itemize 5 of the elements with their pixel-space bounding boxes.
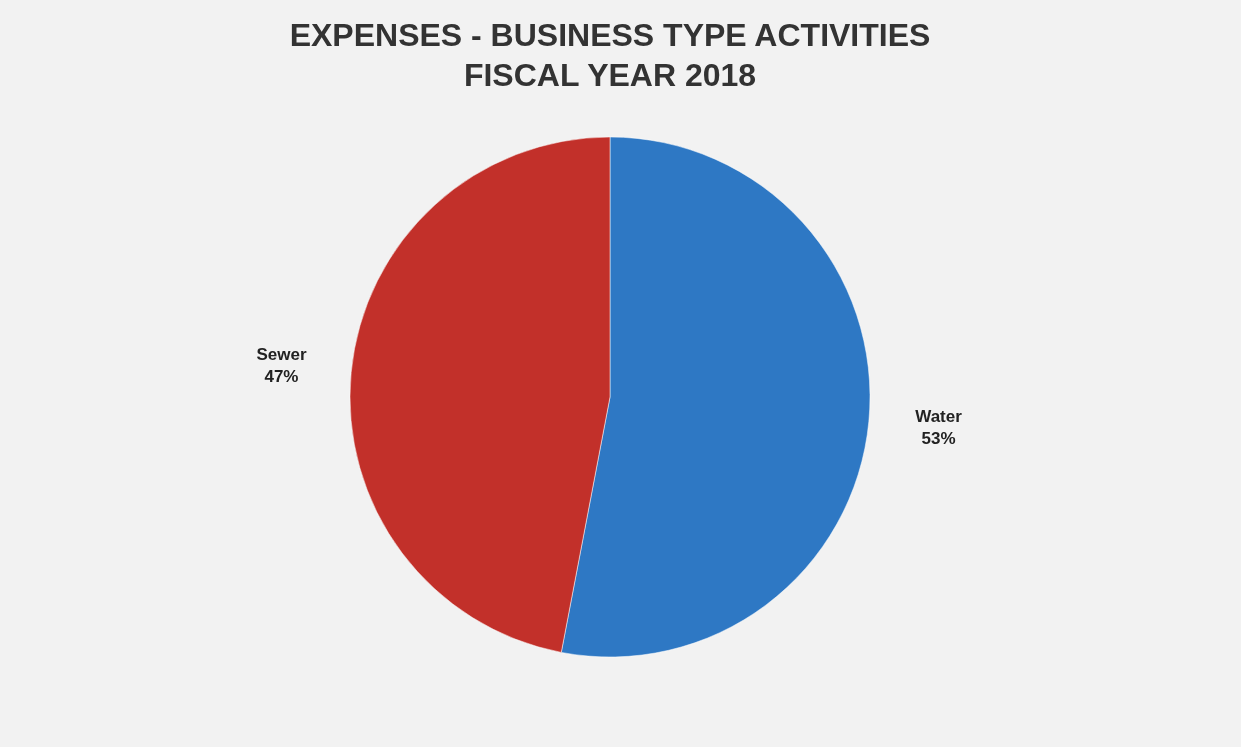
slice-label: Water [915, 407, 963, 427]
data-label: 53% [921, 429, 956, 449]
slice-label: Sewer [256, 344, 307, 364]
data-label: 47% [264, 366, 299, 386]
chart-title: EXPENSES - BUSINESS TYPE ACTIVITIES FISCAL YEAR 2018 [289, 17, 931, 93]
